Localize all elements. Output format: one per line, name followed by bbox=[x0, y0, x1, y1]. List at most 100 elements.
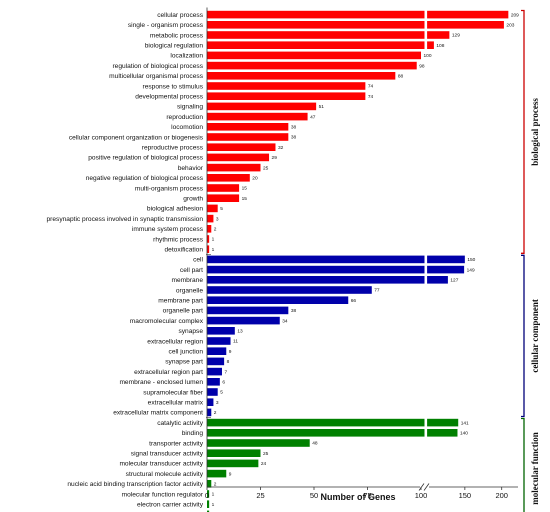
value-label: 66 bbox=[351, 298, 357, 304]
category-label: membrane - enclosed lumen bbox=[119, 379, 203, 386]
x-tick-label: 150 bbox=[459, 491, 472, 500]
category-label: locomotion bbox=[171, 124, 203, 131]
category-label: molecular function regulator bbox=[122, 491, 204, 498]
bar bbox=[207, 286, 372, 294]
bar bbox=[207, 51, 421, 60]
category-label: electron carrier activity bbox=[137, 502, 204, 509]
category-label: cell junction bbox=[169, 349, 204, 356]
value-label: 2 bbox=[214, 410, 217, 416]
category-label: localization bbox=[170, 53, 203, 60]
value-label: 38 bbox=[291, 125, 297, 131]
value-label: 3 bbox=[216, 216, 219, 222]
group-label: biological process bbox=[530, 98, 540, 166]
category-label: biological adhesion bbox=[147, 206, 203, 213]
bar bbox=[207, 296, 349, 304]
category-label: synapse part bbox=[165, 359, 203, 366]
category-label: extracellular region bbox=[147, 338, 203, 345]
value-label: 149 bbox=[467, 267, 475, 273]
x-tick-label: 100 bbox=[415, 491, 428, 500]
category-label: catalytic activity bbox=[157, 420, 204, 427]
bar bbox=[207, 367, 222, 376]
bar bbox=[207, 204, 218, 213]
category-label: transporter activity bbox=[149, 440, 204, 447]
category-label: structural molecule activity bbox=[126, 471, 204, 478]
category-label: extracellular region part bbox=[134, 369, 203, 376]
category-label: multi-organism process bbox=[135, 185, 204, 192]
category-label: presynaptic process involved in synaptic… bbox=[47, 216, 204, 223]
category-labels: cellular process single - organism proces… bbox=[47, 12, 204, 512]
value-label: 98 bbox=[419, 63, 425, 69]
group-bracket bbox=[521, 254, 525, 418]
bar bbox=[207, 21, 504, 29]
category-label: membrane bbox=[171, 277, 203, 284]
bar bbox=[207, 449, 261, 457]
value-label: 88 bbox=[398, 74, 404, 80]
category-label: supramolecular fiber bbox=[143, 389, 204, 396]
bar bbox=[207, 459, 259, 468]
value-label: 29 bbox=[272, 155, 278, 161]
value-label: 9 bbox=[229, 349, 232, 355]
category-label: immune system process bbox=[132, 226, 204, 233]
bar bbox=[207, 245, 210, 253]
axis-break-gap bbox=[424, 40, 428, 50]
value-label: 48 bbox=[312, 441, 318, 447]
category-label: negative regulation of biological proces… bbox=[86, 175, 204, 182]
category-label: extracellular matrix bbox=[148, 400, 204, 407]
bar bbox=[207, 327, 235, 335]
group-brackets: biological process cellular component mole… bbox=[521, 9, 540, 512]
category-label: response to stimulus bbox=[143, 83, 204, 90]
axis-break-mark bbox=[418, 483, 425, 491]
value-label: 2 bbox=[214, 482, 217, 488]
axis-break-gap bbox=[424, 428, 428, 438]
value-label: 77 bbox=[374, 288, 380, 294]
bar bbox=[207, 316, 280, 325]
value-label: 15 bbox=[242, 186, 248, 192]
value-label: 203 bbox=[506, 23, 514, 29]
category-label: rhythmic process bbox=[153, 236, 204, 243]
category-label: nucleic acid binding transcription facto… bbox=[67, 481, 203, 488]
value-label: 34 bbox=[282, 318, 288, 324]
value-label: 24 bbox=[261, 461, 267, 467]
category-label: cell part bbox=[180, 267, 203, 274]
bar bbox=[207, 276, 448, 284]
value-label: 127 bbox=[450, 278, 458, 284]
category-label: behavior bbox=[178, 165, 204, 172]
bar bbox=[207, 255, 465, 264]
bar bbox=[207, 10, 509, 19]
bar bbox=[207, 112, 308, 121]
category-label: organelle bbox=[176, 287, 203, 294]
bar bbox=[207, 92, 366, 100]
value-label: 129 bbox=[452, 33, 460, 39]
category-label: organelle part bbox=[163, 308, 203, 315]
bar bbox=[207, 418, 459, 427]
category-label: cell bbox=[193, 257, 203, 264]
value-label: 11 bbox=[233, 339, 238, 345]
value-label: 32 bbox=[278, 145, 284, 151]
x-tick-label: 50 bbox=[310, 491, 318, 500]
value-label: 20 bbox=[252, 176, 258, 182]
x-tick-label: 25 bbox=[256, 491, 264, 500]
bar bbox=[207, 490, 210, 498]
value-label: 150 bbox=[467, 257, 475, 263]
value-label: 2 bbox=[214, 227, 217, 233]
value-label: 1 bbox=[212, 492, 215, 498]
bar bbox=[207, 41, 434, 49]
value-label: 209 bbox=[511, 12, 519, 18]
category-label: regulation of biological process bbox=[112, 63, 203, 70]
value-label: 15 bbox=[242, 196, 248, 202]
value-label: 108 bbox=[436, 43, 444, 49]
bar bbox=[207, 143, 276, 151]
axis-break-gap bbox=[424, 30, 428, 40]
bar bbox=[207, 408, 212, 417]
value-label: 8 bbox=[227, 359, 230, 365]
axis-break-gap bbox=[424, 265, 428, 274]
bar bbox=[207, 184, 240, 192]
category-label: positive regulation of biological proces… bbox=[88, 155, 203, 162]
x-tick-label: 75 bbox=[363, 491, 371, 500]
value-label: 74 bbox=[368, 84, 374, 90]
axis-break-gap bbox=[424, 255, 428, 264]
bar bbox=[207, 429, 458, 437]
bar bbox=[207, 123, 289, 131]
category-label: reproduction bbox=[166, 114, 203, 121]
value-label: 5 bbox=[220, 206, 223, 212]
